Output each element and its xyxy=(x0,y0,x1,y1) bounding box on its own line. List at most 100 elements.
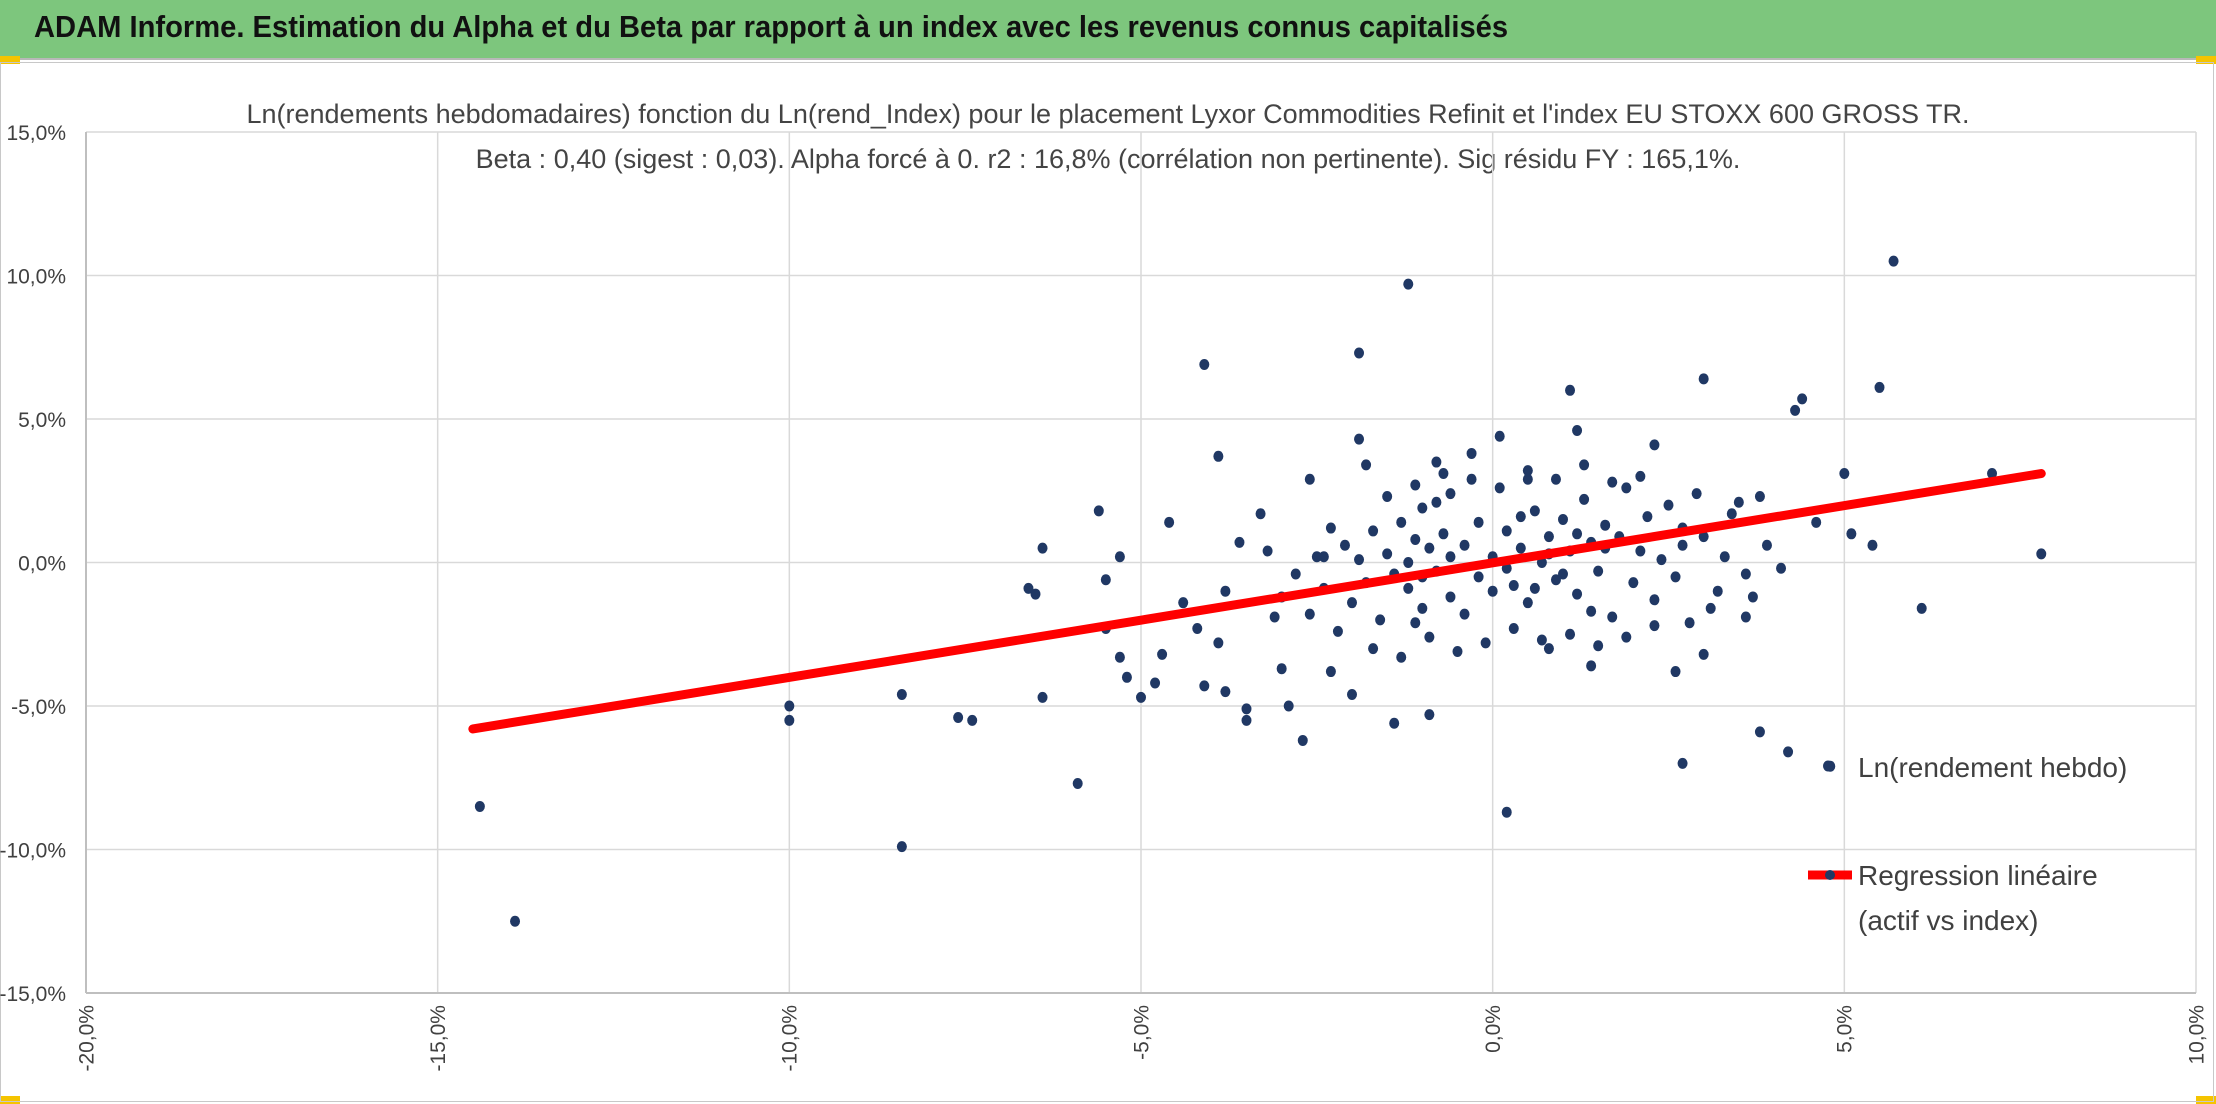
data-point xyxy=(1410,617,1421,629)
chart-title: Ln(rendements hebdomadaires) fonction du… xyxy=(246,99,1969,129)
data-point xyxy=(1424,631,1435,643)
data-point xyxy=(474,800,485,812)
data-point xyxy=(1199,358,1210,370)
data-point xyxy=(1262,545,1273,557)
data-point xyxy=(1579,493,1590,505)
data-point xyxy=(2036,548,2047,560)
y-tick-label: -15,0% xyxy=(0,983,66,1006)
data-point xyxy=(1459,539,1470,551)
data-point xyxy=(1677,757,1688,769)
legend-label-line: (actif vs index) xyxy=(1858,905,2039,936)
data-point xyxy=(1635,545,1646,557)
data-point xyxy=(1558,568,1568,580)
data-point xyxy=(1445,488,1456,500)
data-point xyxy=(1354,347,1365,359)
data-point xyxy=(1572,528,1583,540)
data-point xyxy=(1403,582,1414,594)
data-point xyxy=(1494,430,1505,442)
data-point xyxy=(1072,777,1083,789)
x-tick-label: -20,0% xyxy=(75,1005,98,1072)
data-point xyxy=(1452,645,1463,657)
data-point xyxy=(1114,551,1125,563)
regression-line xyxy=(468,469,2046,734)
legend-marker-points xyxy=(1823,760,1833,772)
data-point xyxy=(1431,496,1442,508)
x-tick-label: 5,0% xyxy=(1834,1005,1857,1053)
regression-line-path xyxy=(468,469,2046,734)
data-point xyxy=(1136,691,1146,703)
data-point xyxy=(1361,459,1372,471)
data-point xyxy=(1649,439,1660,451)
corner-marker xyxy=(0,56,20,64)
data-point xyxy=(1375,614,1386,626)
data-point xyxy=(1304,608,1315,620)
data-point xyxy=(1684,617,1695,629)
data-point xyxy=(1529,582,1540,594)
data-point xyxy=(1403,557,1414,568)
data-point xyxy=(1726,508,1737,520)
data-point xyxy=(967,714,978,726)
data-point xyxy=(1234,536,1245,548)
data-point xyxy=(1698,648,1709,660)
data-point xyxy=(1508,623,1519,635)
data-point xyxy=(1487,585,1498,597)
data-point xyxy=(1396,651,1407,663)
data-point xyxy=(1164,516,1175,528)
data-point xyxy=(1037,691,1048,703)
data-point xyxy=(1241,714,1252,726)
data-point xyxy=(784,714,795,726)
data-point xyxy=(1410,534,1421,546)
data-point xyxy=(1508,579,1519,591)
data-point xyxy=(510,915,521,927)
data-point xyxy=(1093,505,1104,517)
data-point xyxy=(1663,499,1674,511)
data-point xyxy=(1431,456,1442,468)
data-point xyxy=(1550,473,1561,485)
data-point xyxy=(1987,468,1998,480)
data-point xyxy=(1649,620,1660,632)
data-point xyxy=(1719,551,1730,563)
data-point xyxy=(1642,511,1653,523)
data-point xyxy=(1747,591,1758,603)
data-point xyxy=(1213,637,1224,649)
corner-marker xyxy=(2196,1096,2216,1104)
data-point xyxy=(1712,585,1723,597)
data-point xyxy=(1628,577,1639,589)
data-point xyxy=(1916,602,1927,614)
corner-marker xyxy=(2196,56,2216,64)
data-point xyxy=(1740,611,1751,623)
data-point xyxy=(1480,637,1491,649)
data-point xyxy=(1100,574,1111,586)
legend-marker-line-dot xyxy=(1825,870,1835,880)
data-point xyxy=(1698,531,1709,543)
data-point xyxy=(1199,680,1210,692)
data-point xyxy=(1691,488,1702,500)
tick-labels: -15,0% -10,0% -5,0% 0,0% 5,0% 10,0% 15,0% -20,0… xyxy=(0,122,2208,1072)
report-banner: ADAM Informe. Estimation du Alpha et du … xyxy=(0,0,2216,60)
data-point xyxy=(1297,734,1308,746)
data-point xyxy=(1811,516,1822,528)
data-point xyxy=(1473,571,1484,583)
data-point xyxy=(1220,686,1231,698)
data-point xyxy=(953,711,964,723)
data-point xyxy=(1325,522,1336,534)
data-point xyxy=(1754,726,1765,738)
data-point xyxy=(1339,539,1350,551)
data-point xyxy=(1255,508,1266,520)
data-point xyxy=(784,700,795,712)
data-point xyxy=(1023,582,1034,594)
data-point xyxy=(1522,597,1533,609)
data-point xyxy=(1656,554,1667,566)
x-tick-label: -5,0% xyxy=(1130,1005,1153,1060)
data-point xyxy=(1318,551,1329,563)
data-point xyxy=(1797,393,1808,405)
data-point xyxy=(1220,585,1231,597)
data-point xyxy=(1874,381,1885,393)
data-point xyxy=(1438,468,1449,480)
data-point xyxy=(1558,513,1568,525)
data-point xyxy=(1389,717,1400,729)
y-tick-label: 0,0% xyxy=(18,553,66,576)
data-point xyxy=(1579,459,1590,471)
x-tick-label: -15,0% xyxy=(427,1005,450,1072)
